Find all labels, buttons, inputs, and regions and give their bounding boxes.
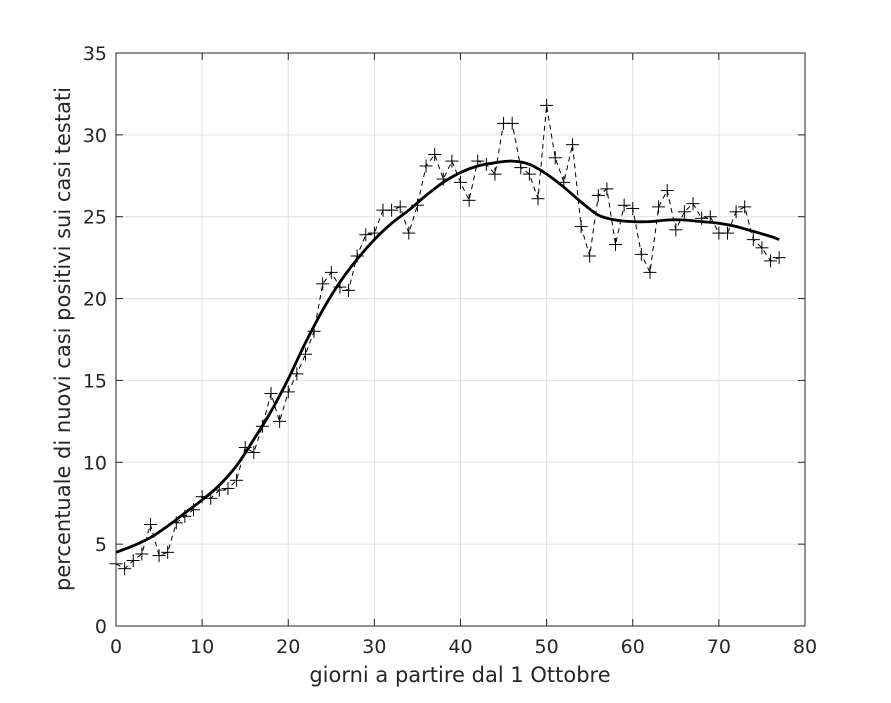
x-tick-label: 30 [362,636,386,658]
data-point-marker [764,254,778,268]
y-tick-label: 35 [83,43,107,65]
x-tick-label: 0 [110,636,122,658]
data-point-marker [454,175,467,189]
data-point-marker [617,198,631,212]
data-point-marker [230,473,244,487]
grid [116,53,805,626]
x-tick-label: 70 [707,636,731,658]
data-point-marker [393,200,407,214]
x-tick-label: 10 [190,636,214,658]
data-point-marker [402,226,416,240]
data-point-marker [652,200,666,214]
y-tick-label: 20 [83,289,107,311]
data-point-marker [643,265,657,279]
data-point-marker [273,414,287,428]
data-point-marker [600,182,614,196]
x-tick-label: 20 [276,636,300,658]
data-point-marker [660,184,674,198]
data-point-marker [565,138,579,152]
y-tick-label: 5 [95,534,107,556]
data-point-marker [591,188,605,202]
data-point-marker [316,277,330,291]
data-point-marker [686,197,700,211]
data-point-marker [540,98,554,112]
data-point-marker [428,148,442,162]
data-point-marker [729,205,743,219]
x-tick-label: 80 [793,636,817,658]
data-point-marker [738,200,752,214]
data-point-marker [462,193,476,207]
data-point-marker [583,249,597,263]
x-tick-label: 60 [621,636,645,658]
data-point-marker [324,265,338,279]
y-tick-label: 30 [83,125,107,147]
data-point-marker [118,562,132,576]
data-point-marker [247,445,261,459]
data-point-marker [221,481,235,495]
data-point-marker [505,116,519,130]
x-tick-label: 40 [448,636,472,658]
data-point-marker [669,223,683,237]
data-point-marker [264,387,278,401]
y-tick-label: 25 [83,207,107,229]
data-point-marker [367,226,381,240]
y-axis-label: percentuale di nuovi casi positivi sui c… [51,87,75,591]
series-smoothed-line [115,159,780,554]
data-point-marker [161,545,175,559]
series-daily-markers [109,98,786,576]
data-point-marker [126,554,140,568]
data-point-marker [359,228,373,242]
data-point-marker [609,238,623,252]
data-point-marker [548,151,562,165]
data-point-marker [634,247,648,261]
data-point-marker [445,154,459,168]
data-point-marker [152,549,166,563]
data-point-marker [342,283,356,297]
data-point-marker [522,167,536,181]
data-point-marker [720,226,734,240]
data-point-marker [574,220,588,234]
x-axis-label: giorni a partire dal 1 Ottobre [309,663,610,687]
data-point-marker [419,159,433,173]
data-point-marker [290,367,304,381]
data-point-marker [755,241,769,255]
x-tick-label: 50 [535,636,559,658]
data-point-marker [677,205,691,219]
data-point-marker [135,547,149,561]
y-tick-label: 0 [95,616,107,638]
data-point-marker [143,517,157,531]
data-point-marker [531,192,545,206]
data-point-marker [746,233,760,247]
y-tick-label: 15 [83,370,107,392]
data-point-marker [281,385,295,399]
series-layer [109,98,786,576]
data-point-marker [385,203,399,217]
data-point-marker [772,251,786,265]
data-point-marker [488,167,502,181]
axis-ticks: 0 10 20 30 40 50 60 70 80 0 5 10 15 20 25 30 35 [83,43,817,658]
y-tick-label: 10 [83,452,107,474]
data-point-marker [626,202,640,216]
